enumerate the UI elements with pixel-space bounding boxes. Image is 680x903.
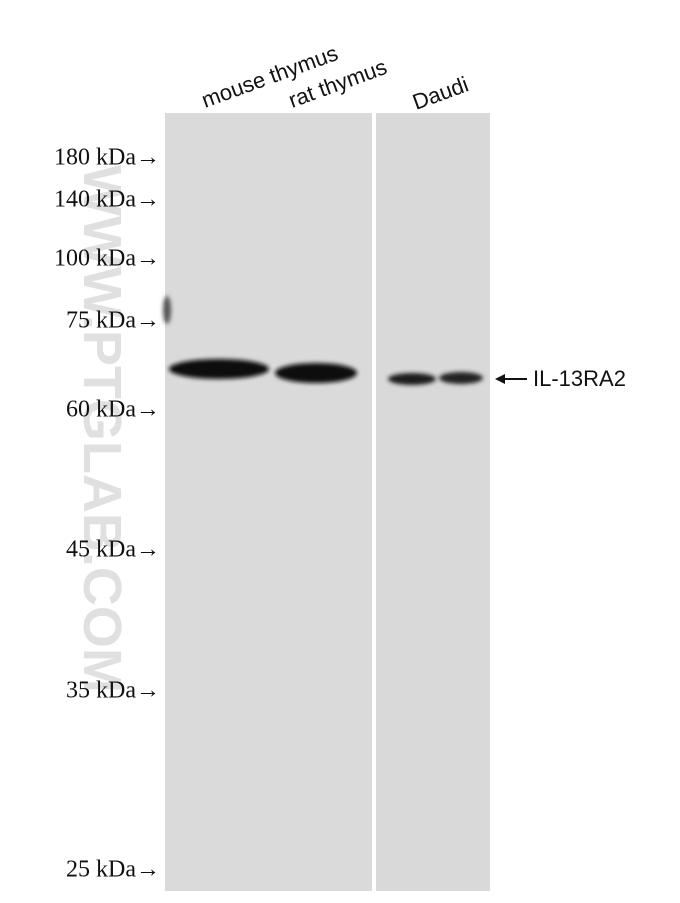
edge-smear (163, 296, 171, 324)
bands (163, 296, 483, 385)
membrane-panel (376, 113, 490, 891)
band-label: IL-13RA2 (533, 366, 626, 391)
band (169, 359, 269, 379)
marker-label: 180 kDa→ (54, 145, 160, 171)
lane-label: Daudi (409, 72, 472, 115)
marker-label: 25 kDa→ (66, 857, 160, 883)
marker-label: 140 kDa→ (54, 187, 160, 213)
marker-label: 75 kDa→ (66, 308, 160, 334)
membrane-panel (165, 113, 372, 891)
watermark: WWW.PTGLAB.COM (72, 165, 132, 693)
band-arrow (495, 374, 527, 384)
arrow-head (495, 374, 505, 384)
marker-label: 45 kDa→ (66, 537, 160, 563)
marker-label: 35 kDa→ (66, 678, 160, 704)
band (388, 373, 436, 385)
band (439, 372, 483, 384)
marker-label: 100 kDa→ (54, 246, 160, 272)
marker-label: 60 kDa→ (66, 397, 160, 423)
band (275, 363, 357, 383)
